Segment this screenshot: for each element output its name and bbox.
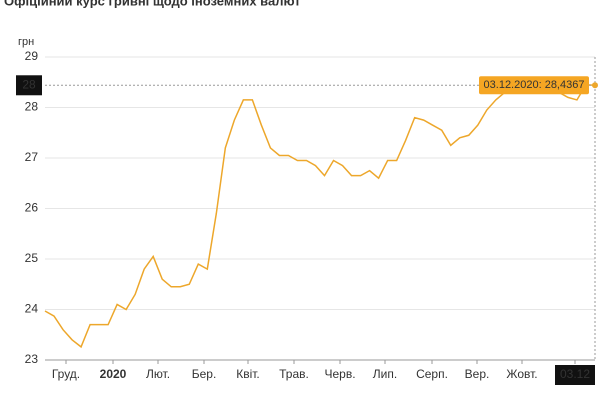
crosshair-label: 28: [22, 77, 36, 91]
chart-title: Офіційний курс гривні щодо іноземних вал…: [4, 0, 301, 8]
line-series: [44, 84, 596, 349]
x-tick-label: Квіт.: [236, 367, 260, 381]
y-unit: грн: [18, 36, 34, 48]
y-tick-label: 29: [25, 49, 39, 63]
y-tick-label: 28: [25, 100, 39, 114]
tooltip-text: 03.12.2020: 28,4367: [484, 79, 585, 91]
x-tick-label: Серп.: [416, 367, 448, 381]
tooltip-box: [479, 76, 589, 95]
y-tick-label: 24: [25, 302, 39, 316]
y-tick-label: 26: [25, 201, 39, 215]
y-tick-label: 23: [25, 352, 39, 366]
last-point: [592, 82, 598, 89]
x-tick-label: 03.12: [560, 367, 590, 381]
x-tick-label: Жовт.: [506, 367, 537, 381]
x-tick-label: Вер.: [465, 367, 490, 381]
y-tick-label: 25: [25, 251, 39, 265]
x-tick-label: Трав.: [279, 367, 309, 381]
x-tick-label: Черв.: [324, 367, 355, 381]
crosshair-box: [16, 75, 42, 96]
x-highlight-box: [555, 365, 595, 385]
x-tick-label: Лип.: [373, 367, 397, 381]
x-tick-label: Лют.: [146, 367, 170, 381]
y-tick-label: 27: [25, 150, 39, 164]
x-tick-label: 2020: [100, 367, 127, 381]
x-tick-label: Груд.: [52, 367, 80, 381]
x-tick-label: Бер.: [192, 367, 217, 381]
